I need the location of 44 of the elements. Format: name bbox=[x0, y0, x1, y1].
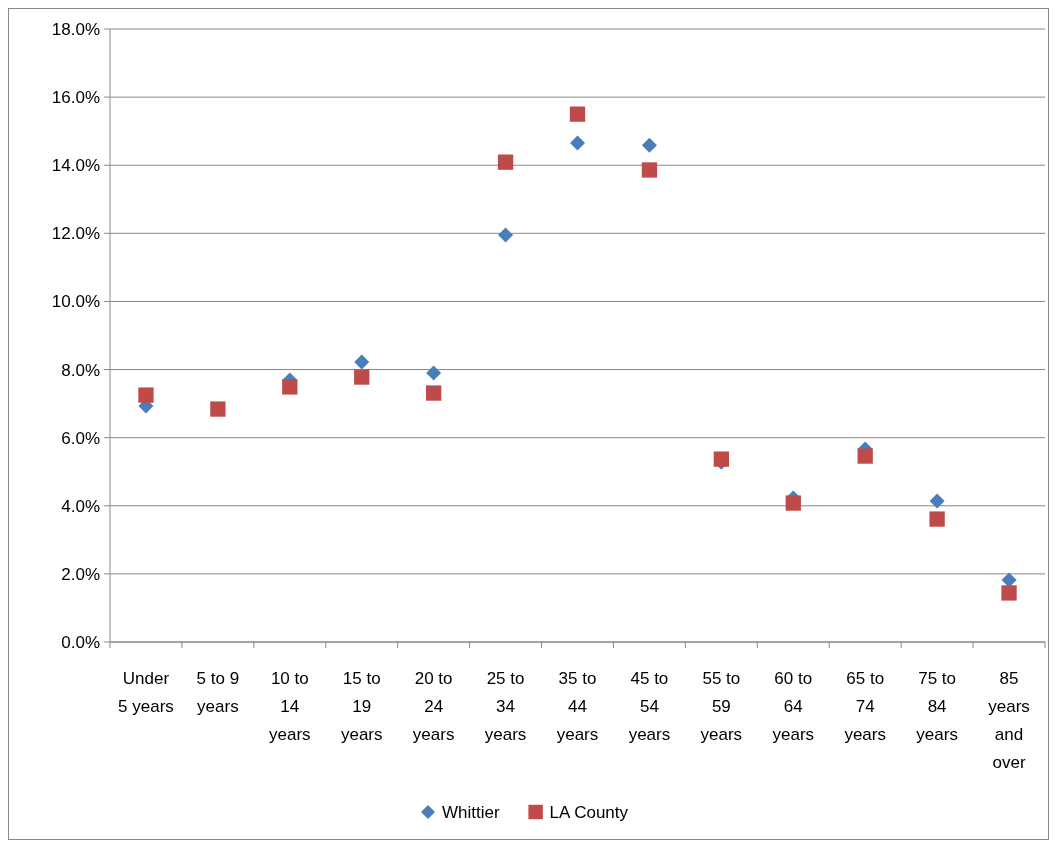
y-tick-label: 14.0% bbox=[51, 156, 100, 176]
x-tick-label: 35 to 44 years bbox=[556, 669, 599, 744]
x-tick-label: 60 to 64 years bbox=[772, 669, 815, 744]
y-tick-label: 16.0% bbox=[51, 88, 100, 108]
y-tick-label: 10.0% bbox=[51, 292, 100, 312]
x-tick-label: 25 to 34 years bbox=[484, 669, 527, 744]
x-tick-label: 65 to 74 years bbox=[844, 669, 886, 744]
point bbox=[1001, 572, 1017, 588]
point bbox=[929, 511, 945, 527]
point bbox=[570, 135, 585, 151]
x-tick-label: 15 to 19 years bbox=[340, 669, 383, 744]
point bbox=[426, 385, 442, 401]
legend-label: LA County bbox=[549, 803, 629, 822]
y-tick-label: 12.0% bbox=[51, 224, 100, 244]
point bbox=[498, 227, 514, 243]
x-tick-label: 45 to 54 years bbox=[628, 669, 671, 744]
y-tick-label: 2.0% bbox=[61, 564, 100, 584]
y-tick-label: 4.0% bbox=[61, 496, 100, 516]
point bbox=[354, 369, 370, 385]
y-tick-label: 18.0% bbox=[51, 19, 100, 39]
x-tick-label: 75 to 84 years bbox=[916, 669, 958, 744]
x-tick-label: Under 5 years bbox=[118, 669, 174, 716]
point bbox=[785, 495, 801, 511]
x-tick-label: 10 to 14 years bbox=[269, 669, 311, 744]
legend-label: Whittier bbox=[442, 803, 500, 822]
point bbox=[497, 154, 514, 170]
point bbox=[641, 137, 657, 153]
x-tick-label: 85 years and over bbox=[988, 669, 1030, 772]
point bbox=[354, 354, 370, 370]
point bbox=[569, 106, 586, 122]
x-tick-label: 5 to 9 years bbox=[196, 669, 240, 716]
y-tick-label: 0.0% bbox=[61, 632, 100, 652]
y-tick-label: 6.0% bbox=[61, 428, 100, 448]
point bbox=[138, 387, 154, 403]
point bbox=[857, 448, 873, 464]
point bbox=[1001, 585, 1017, 601]
x-tick-label: 20 to 24 years bbox=[412, 669, 455, 744]
point bbox=[426, 365, 442, 381]
point bbox=[282, 379, 298, 395]
point bbox=[641, 162, 658, 178]
x-tick-label: 55 to 59 years bbox=[700, 669, 743, 744]
y-tick-label: 8.0% bbox=[61, 360, 100, 380]
point bbox=[210, 401, 226, 417]
point bbox=[929, 493, 945, 509]
